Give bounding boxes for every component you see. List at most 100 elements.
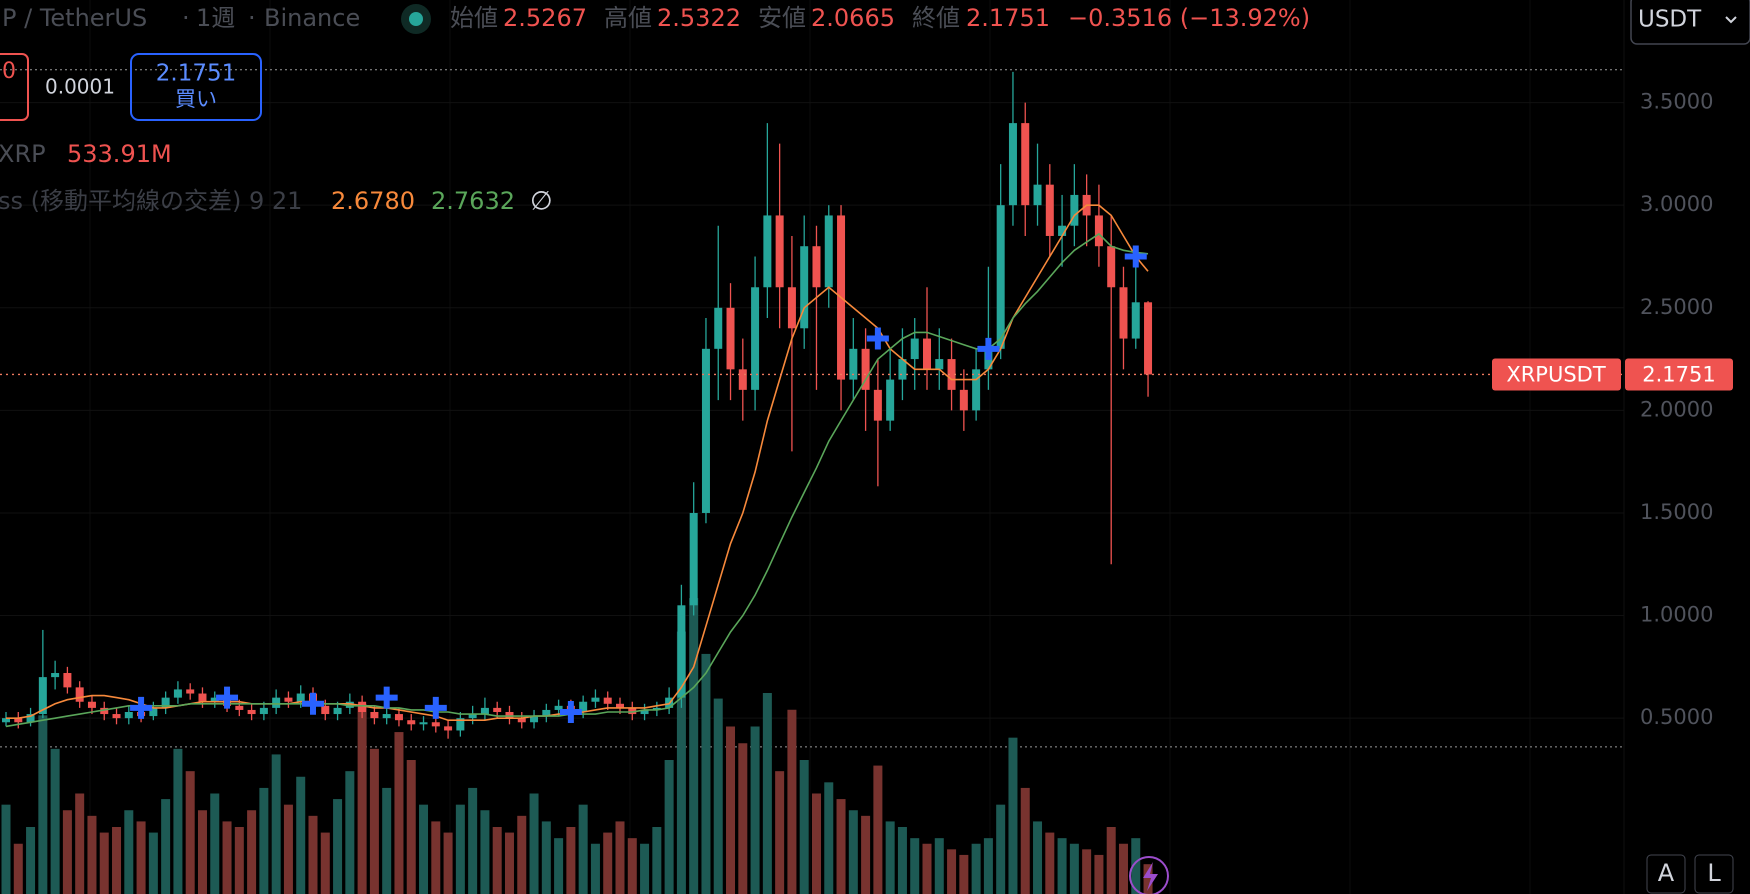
volume-bar — [775, 771, 785, 894]
volume-bar — [762, 693, 772, 894]
volume-bar — [971, 843, 981, 894]
volume-bar — [1045, 832, 1055, 894]
candle-body — [824, 215, 833, 288]
candle-body — [284, 697, 293, 702]
candle-body — [701, 348, 710, 513]
candle-body — [358, 701, 367, 712]
symbol[interactable]: P / TetherUS — [2, 4, 147, 32]
volume-bar — [75, 793, 85, 894]
dropdown-chevron — [1725, 16, 1737, 24]
buy-button[interactable] — [130, 53, 262, 121]
candle-body — [2, 718, 10, 723]
volume-bar — [787, 709, 797, 894]
candle-body — [444, 726, 453, 731]
candle-body — [468, 714, 477, 719]
candle-body — [542, 709, 551, 717]
price-label-symbol: XRPUSDT — [1506, 362, 1606, 386]
volume-bar — [333, 799, 343, 894]
candle-body — [628, 707, 637, 715]
volume-bar — [652, 827, 662, 894]
candle-body — [812, 246, 821, 288]
candle-body — [161, 697, 170, 708]
plot — [0, 0, 1625, 894]
volume-bar — [185, 771, 195, 894]
volume-bar — [836, 799, 846, 894]
volume-bar — [541, 821, 551, 894]
indicator-hide[interactable]: ∅ — [530, 187, 553, 217]
candle-body — [751, 287, 760, 390]
volume-bar — [87, 815, 97, 894]
volume-bar — [112, 827, 122, 894]
candle-body — [14, 718, 23, 723]
price-label-value: 2.1751 — [1642, 362, 1715, 386]
currency: USDT — [1638, 7, 1702, 33]
log-scale-button[interactable] — [1694, 854, 1734, 894]
candle-body — [775, 215, 784, 288]
price-label-symbol-bg — [1492, 358, 1621, 391]
volume-bar — [1020, 787, 1030, 894]
volume-bar — [1, 804, 11, 894]
volume-bar — [1106, 827, 1116, 894]
volume-bar — [590, 843, 600, 894]
market-status-dot — [409, 12, 423, 26]
candle-body — [616, 703, 624, 708]
candle-body — [714, 307, 723, 349]
volume-bar — [1008, 737, 1018, 894]
currency-dropdown[interactable] — [1630, 0, 1750, 45]
auto-scale-button[interactable] — [1646, 854, 1686, 894]
volume-bar — [713, 698, 723, 894]
volume-bar — [468, 787, 478, 894]
candle-body — [124, 711, 133, 719]
close-value: 2.1751 — [966, 4, 1050, 32]
volume-bar — [38, 715, 48, 894]
volume-bar — [492, 827, 502, 894]
candle-body — [959, 389, 968, 411]
volume-bar — [947, 849, 957, 894]
cross-signal — [130, 696, 153, 719]
volume-bar — [320, 832, 330, 894]
candle-body — [235, 705, 244, 710]
candle-body — [394, 714, 403, 721]
volume-bar — [148, 832, 158, 894]
volume-bar — [62, 810, 72, 894]
volume-bar — [197, 810, 207, 894]
volume-bar — [922, 843, 932, 894]
candle-body — [431, 722, 440, 727]
volume-bar — [1118, 843, 1128, 894]
volume-bar — [26, 827, 36, 894]
lightning-button[interactable] — [1129, 856, 1169, 894]
volume-bar — [959, 854, 969, 894]
candle-body — [873, 389, 882, 421]
sell-button[interactable] — [0, 53, 29, 121]
candle-body — [591, 697, 600, 702]
volume-bar — [1057, 838, 1067, 894]
y-tick-label: 2.5000 — [1640, 295, 1713, 319]
volume-bar — [910, 838, 920, 894]
y-tick-label: 3.5000 — [1640, 90, 1713, 114]
button-label: A — [1658, 859, 1675, 887]
candle-body — [886, 379, 895, 421]
candle-body — [1107, 246, 1116, 288]
candle-body — [530, 716, 539, 723]
buy-price: 2.1751 — [156, 61, 236, 87]
indicator-name[interactable]: ss (移動平均線の交差) 9 21 — [0, 187, 302, 215]
price-label-bg — [1625, 358, 1733, 391]
candle-body — [996, 205, 1005, 349]
volume-bar — [504, 832, 514, 894]
candle-body — [272, 697, 281, 708]
volume-bar — [529, 793, 539, 894]
interval[interactable]: 1週 — [196, 4, 235, 32]
candle-body — [923, 338, 931, 370]
candle-body — [321, 705, 330, 715]
volume-bar — [99, 832, 109, 894]
cross-signal — [559, 700, 582, 723]
y-tick-label: 3.0000 — [1640, 192, 1713, 216]
indicator-slow: 2.7632 — [431, 187, 515, 215]
cross-signal — [977, 337, 1000, 360]
volume-bar — [234, 827, 244, 894]
volume-bar — [873, 765, 883, 894]
volume-bar — [271, 754, 281, 894]
candle-body — [1070, 194, 1079, 226]
